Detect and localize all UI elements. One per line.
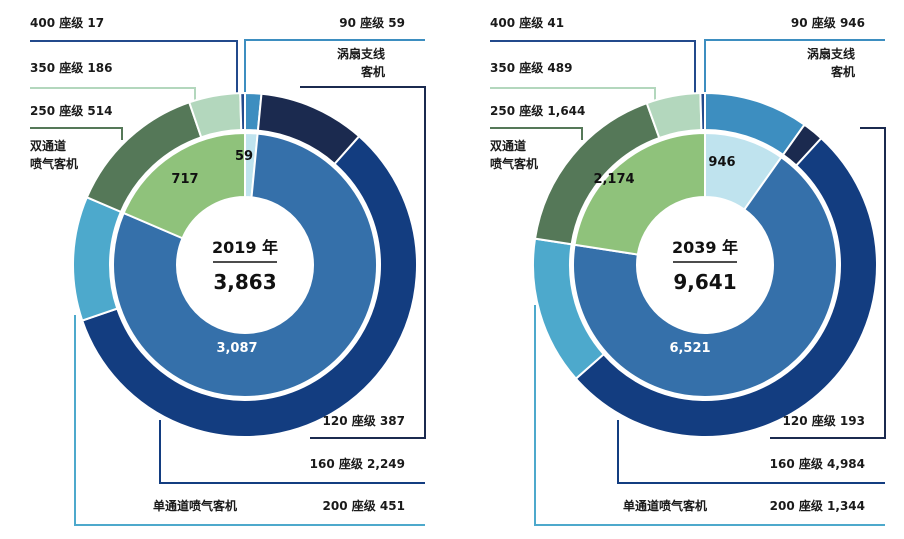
- inner-ring-slice: [122, 131, 246, 240]
- inner-slice-label: 3,087: [216, 341, 257, 356]
- outer-ring-slice: [574, 136, 878, 438]
- category-label: 喷气客机: [30, 156, 78, 171]
- category-label: 单通道喷气客机: [153, 498, 237, 513]
- inner-slice-label: 59: [235, 149, 253, 164]
- inner-slice-label: 946: [708, 155, 735, 170]
- leader-line-6: [30, 40, 238, 93]
- outer-slice-label: 350 座级 489: [490, 60, 572, 75]
- leader-line-4: [30, 127, 123, 140]
- outer-slice-label: 90 座级 946: [791, 15, 865, 30]
- center-total-label: 3,863: [213, 270, 276, 294]
- center-total-label: 9,641: [673, 270, 736, 294]
- outer-slice-label: 160 座级 2,249: [310, 456, 405, 471]
- outer-slice-label: 120 座级 387: [323, 413, 405, 428]
- inner-slice-label: 6,521: [669, 341, 710, 356]
- outer-slice-label: 90 座级 59: [339, 15, 405, 30]
- leader-line-4: [490, 127, 583, 140]
- leader-line-5: [30, 87, 196, 100]
- leader-line-1: [770, 127, 886, 439]
- inner-slice-label: 2,174: [593, 172, 634, 187]
- category-label: 双通道: [490, 138, 526, 153]
- outer-slice-label: 120 座级 193: [783, 413, 865, 428]
- inner-ring-slice: [572, 155, 838, 398]
- outer-slice-label: 400 座级 41: [490, 15, 564, 30]
- outer-slice-label: 400 座级 17: [30, 15, 104, 30]
- inner-ring-slice: [573, 131, 706, 256]
- leader-line-5: [490, 87, 656, 100]
- outer-slice-label: 160 座级 4,984: [770, 456, 865, 471]
- inner-slice-label: 717: [171, 172, 198, 187]
- outer-slice-label: 350 座级 186: [30, 60, 112, 75]
- category-label: 涡扇支线: [337, 46, 385, 61]
- center-year-label: 2039 年: [672, 238, 738, 257]
- leader-line-1: [300, 86, 426, 439]
- leader-line-0: [244, 39, 425, 95]
- category-label: 涡扇支线: [807, 46, 855, 61]
- leader-line-2: [159, 420, 425, 484]
- donut-chart-2019: 2019 年 3,863 59 3,087 717 90 座级 59 120 座级 387 1…: [30, 15, 426, 526]
- donut-center: [639, 199, 771, 331]
- category-label: 客机: [360, 64, 385, 79]
- category-label: 客机: [830, 64, 855, 79]
- category-label: 喷气客机: [490, 156, 538, 171]
- category-label: 双通道: [30, 138, 66, 153]
- outer-slice-label: 250 座级 1,644: [490, 103, 585, 118]
- leader-line-0: [704, 39, 885, 95]
- inner-ring-slice: [112, 132, 378, 398]
- category-label: 单通道喷气客机: [623, 498, 707, 513]
- leader-line-3: [74, 315, 425, 526]
- leader-line-2: [617, 420, 885, 484]
- center-year-label: 2019 年: [212, 238, 278, 257]
- outer-ring-slice: [699, 91, 706, 132]
- leader-line-6: [490, 40, 696, 93]
- outer-slice-label: 200 座级 451: [323, 498, 405, 513]
- outer-slice-label: 250 座级 514: [30, 103, 112, 118]
- donut-center: [179, 199, 311, 331]
- outer-ring-slice: [239, 91, 246, 132]
- outer-ring-slice: [80, 134, 418, 438]
- donut-chart-2039: 2039 年 9,641 946 6,521 2,174 90 座级 946 120 座级 …: [490, 15, 886, 526]
- outer-slice-label: 200 座级 1,344: [770, 498, 865, 513]
- leader-line-3: [534, 305, 885, 526]
